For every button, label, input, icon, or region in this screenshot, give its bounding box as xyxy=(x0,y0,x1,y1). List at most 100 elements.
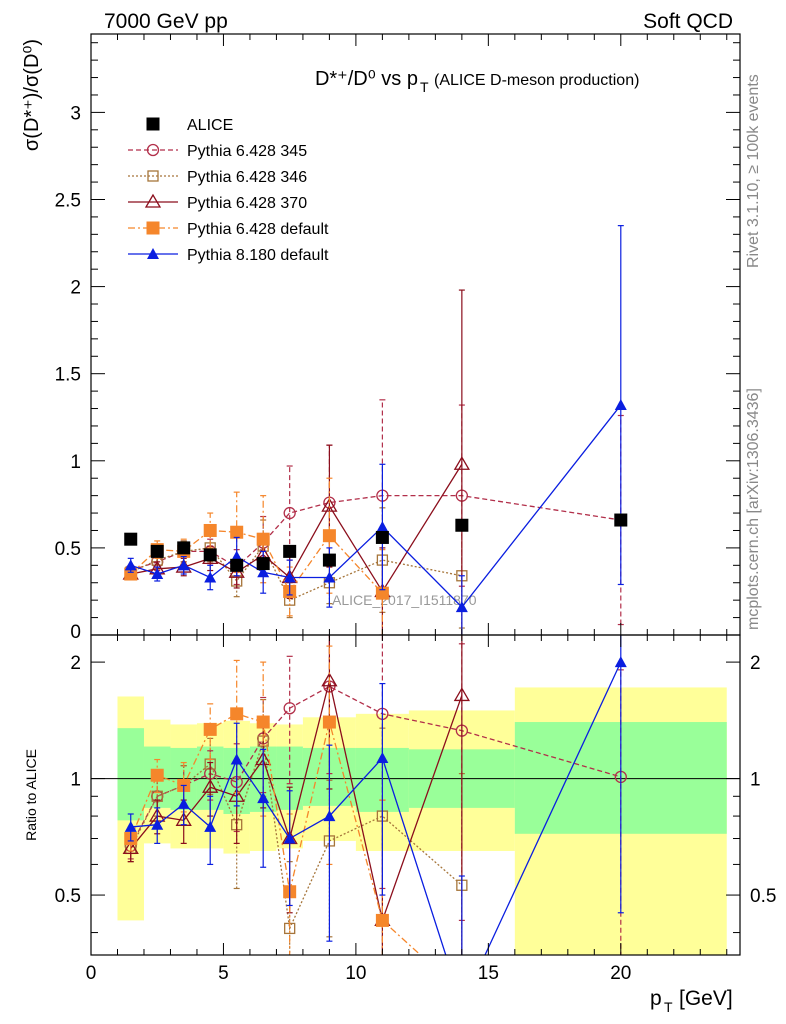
ratio-point xyxy=(230,753,243,765)
main-point xyxy=(455,601,468,613)
main-point xyxy=(204,571,217,583)
ratio-frame xyxy=(90,634,741,956)
x-tick-label: 10 xyxy=(345,963,366,984)
legend-marker xyxy=(144,193,162,208)
ratio-series-4 xyxy=(124,635,627,1010)
main-point xyxy=(257,566,270,578)
ratio-point xyxy=(204,820,217,832)
ratio-point xyxy=(257,792,270,804)
main-series-0 xyxy=(124,399,627,626)
ratio-point xyxy=(177,797,190,809)
main-point xyxy=(375,530,389,544)
ratio-point xyxy=(453,687,470,702)
main-y-tick-label: 1.5 xyxy=(55,365,81,386)
ratio-point xyxy=(203,722,217,736)
main-point xyxy=(375,586,389,600)
main-y-tick-label-zero: 0 xyxy=(70,622,81,643)
main-point xyxy=(203,523,217,537)
main-point xyxy=(124,532,138,546)
ratio-y-tick-label: 0.5 xyxy=(55,886,81,907)
ratio-point xyxy=(202,778,219,793)
ratio-point xyxy=(230,707,244,721)
main-point xyxy=(124,567,138,581)
xlabel-unit: [GeV] xyxy=(679,987,733,1010)
x-tick-label: 5 xyxy=(218,963,229,984)
main-point xyxy=(177,541,191,555)
main-point xyxy=(203,548,217,562)
main-point xyxy=(230,525,244,539)
main-point xyxy=(376,520,389,532)
main-series-line-4 xyxy=(130,404,622,609)
main-title-sub: T xyxy=(420,79,429,95)
ratio-y-tick-label: 2 xyxy=(70,653,81,674)
main-y-tick-label: 2.5 xyxy=(55,190,81,211)
legend: ALICE Pythia 6.428 345 Pythia 6.428 346 Pyt… xyxy=(128,117,329,264)
main-point xyxy=(283,506,296,520)
main-point xyxy=(124,559,137,571)
xlabel: p xyxy=(650,987,662,1010)
main-point xyxy=(323,571,336,583)
ratio-y-tick-label: 1 xyxy=(70,770,81,791)
ratio-point xyxy=(122,840,139,855)
main-y-tick-label: 1 xyxy=(70,452,81,473)
x-tick-label: 20 xyxy=(610,963,631,984)
main-point xyxy=(177,559,190,571)
main-point xyxy=(453,455,470,470)
main-y-tick-label: 0.5 xyxy=(55,539,81,560)
ratio-y-tick-label-right: 1 xyxy=(750,770,761,791)
header-right: Soft QCD xyxy=(643,10,733,33)
main-series-4 xyxy=(124,225,627,635)
main-series-line-2 xyxy=(130,463,463,593)
main-y-tick-label: 3 xyxy=(70,103,81,124)
main-point xyxy=(256,532,270,546)
ratio-point xyxy=(321,672,338,687)
main-point xyxy=(321,497,338,512)
legend-marker xyxy=(146,143,160,157)
main-series-line-3 xyxy=(130,529,383,594)
x-tick-label: 15 xyxy=(478,963,499,984)
ratio-series-line-1 xyxy=(130,740,463,931)
main-point xyxy=(614,399,627,411)
legend-marker xyxy=(146,117,160,131)
ratio-ylabel: Ratio to ALICE xyxy=(23,749,39,841)
ratio-point xyxy=(375,913,389,927)
main-series-2 xyxy=(122,289,470,635)
main-point xyxy=(322,529,336,543)
main-title: D*⁺/D⁰ vs p xyxy=(315,68,418,90)
rivet-label: Rivet 3.1.10, ≥ 100k events xyxy=(745,74,762,268)
legend-marker xyxy=(146,221,160,235)
ratio-point xyxy=(455,986,468,999)
main-point xyxy=(283,544,297,558)
mcplots-label: mcplots.cern.ch [arXiv:1306.3436] xyxy=(745,388,762,630)
ratio-point xyxy=(323,810,336,822)
legend-label: Pythia 6.428 346 xyxy=(187,169,307,186)
ratio-point xyxy=(614,656,627,668)
legend-label: Pythia 8.180 default xyxy=(187,247,329,264)
ratio-series-line-3 xyxy=(130,713,422,955)
ratio-y-tick-label-right: 2 xyxy=(750,653,761,674)
ratio-point xyxy=(283,832,296,844)
ratio-y-tick-label-right: 0.5 xyxy=(750,886,776,907)
main-ylabel: σ(D*⁺)/σ(D⁰) xyxy=(21,39,43,151)
main-series-5 xyxy=(124,513,628,572)
legend-label: Pythia 6.428 345 xyxy=(187,143,307,160)
main-point xyxy=(150,544,164,558)
main-point xyxy=(455,518,469,532)
band-green xyxy=(117,728,144,821)
legend-label: ALICE xyxy=(187,117,233,134)
main-point xyxy=(230,558,244,572)
analysis-label: ALICE_2017_I1511870 xyxy=(332,592,477,608)
legend-label: Pythia 6.428 default xyxy=(187,221,329,238)
ratio-point xyxy=(456,999,468,1010)
main-point xyxy=(151,568,164,580)
header-left: 7000 GeV pp xyxy=(104,10,228,33)
ratio-point xyxy=(151,818,164,830)
ratio-point xyxy=(150,768,164,782)
main-point xyxy=(322,553,336,567)
legend-marker xyxy=(147,170,159,182)
ratio-point xyxy=(256,715,270,729)
ratio-point xyxy=(322,715,336,729)
ratio-point xyxy=(283,702,296,715)
x-tick-label: 0 xyxy=(86,963,97,984)
